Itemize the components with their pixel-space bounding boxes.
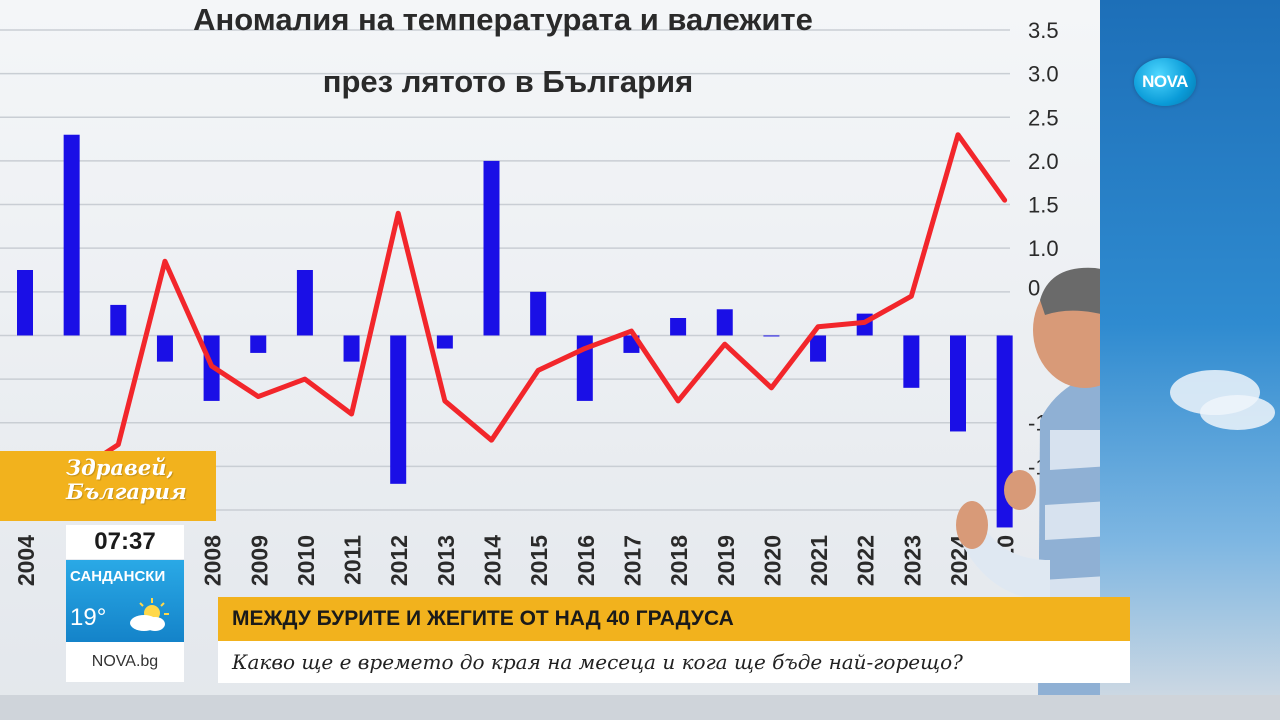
precipitation-bar [670, 318, 687, 336]
x-tick-label: 2008 [200, 535, 226, 586]
x-tick-label: 2004 [13, 535, 39, 586]
show-brand-box [0, 451, 216, 521]
weather-temperature: 19° [70, 604, 107, 631]
show-name: Здравей, България [66, 456, 206, 504]
y-tick-label: 2.0 [1028, 149, 1059, 174]
precipitation-bar [343, 335, 360, 362]
show-name-line1: Здравей, [66, 455, 174, 480]
y-tick-label: 3.0 [1028, 62, 1059, 87]
headline-banner: МЕЖДУ БУРИТЕ И ЖЕГИТЕ ОТ НАД 40 ГРАДУСА [218, 597, 1130, 641]
y-tick-label: 3.5 [1028, 18, 1059, 43]
x-tick-label: 2015 [526, 535, 552, 586]
x-tick-label: 2017 [619, 535, 645, 586]
chart-title-line1: Аномалия на температурата и валежите [193, 2, 813, 37]
precipitation-bar [810, 335, 827, 362]
precipitation-bar [436, 335, 453, 349]
studio-floor [0, 695, 1280, 720]
clock: 07:37 [66, 525, 184, 559]
studio-background-screen [1100, 0, 1280, 720]
x-tick-label: 2010 [293, 535, 319, 586]
x-tick-label: 2022 [853, 535, 879, 586]
precipitation-bar [250, 335, 267, 353]
y-tick-label: 2.5 [1028, 105, 1059, 130]
precipitation-bar [903, 335, 920, 388]
temperature-line [22, 132, 1008, 478]
chart-title-line2: през лятото в България [323, 64, 693, 99]
y-tick-label: 1.0 [1028, 236, 1059, 261]
precipitation-bar [483, 160, 500, 336]
precipitation-bar [530, 291, 547, 336]
x-tick-label: 2018 [666, 535, 692, 586]
x-tick-label: 2023 [899, 535, 925, 586]
precipitation-bar [763, 335, 780, 337]
x-tick-label: 2011 [340, 535, 366, 585]
precipitation-bar [950, 335, 966, 432]
website-label: NOVA.bg [66, 642, 184, 682]
x-tick-label: 2020 [759, 535, 785, 586]
subheadline-banner: Какво ще е времето до края на месеца и к… [218, 641, 1130, 683]
x-tick-label: 2016 [573, 535, 599, 586]
x-tick-label: 2014 [480, 535, 506, 586]
x-tick-label: 2012 [386, 535, 412, 586]
precipitation-bar [156, 335, 173, 362]
x-tick-label: 2013 [433, 535, 459, 586]
precipitation-bar [110, 304, 127, 336]
y-tick-label: 0 [1028, 275, 1040, 300]
x-tick-labels: 2004 2008 2009 2010 2011 2012 2013 2014 2015 2016… [13, 535, 1019, 586]
cloud-shape [1200, 395, 1275, 430]
y-tick-label: 1.5 [1028, 193, 1059, 218]
partly-cloudy-icon [130, 598, 169, 631]
precipitation-bar [296, 270, 313, 336]
show-name-line2: България [66, 479, 187, 504]
x-tick-label: 2021 [806, 535, 832, 586]
precipitation-bar [716, 309, 733, 336]
x-tick-label: 2009 [246, 535, 272, 586]
channel-logo: NOVA [1134, 58, 1196, 106]
weather-city: САНДАНСКИ [70, 568, 166, 585]
precipitation-bar [17, 270, 33, 336]
x-tick-label: 2019 [713, 535, 739, 586]
precipitation-bar [390, 335, 407, 484]
weather-widget: САНДАНСКИ 19° [66, 560, 184, 642]
precipitation-bar [63, 134, 80, 336]
